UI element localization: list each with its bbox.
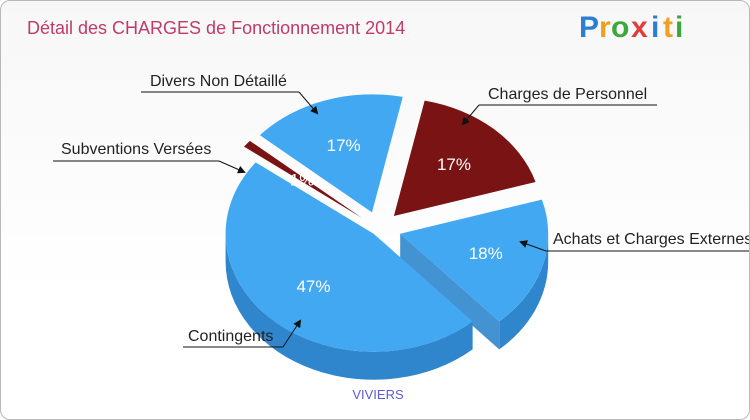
- callout-text-4: Divers Non Détaillé: [150, 73, 287, 90]
- logo-letter-6: i: [675, 11, 683, 44]
- percent-label-0: 17%: [437, 155, 471, 174]
- percent-label-1: 18%: [469, 244, 503, 263]
- callout-2: Contingents: [183, 319, 302, 348]
- callout-leader-2: [282, 319, 302, 348]
- slice-side-1-0: [499, 233, 549, 350]
- logo-letter-4: i: [651, 11, 659, 44]
- chart-title: Détail des CHARGES de Fonctionnement 201…: [27, 18, 405, 38]
- logo-letter-2: o: [611, 11, 629, 44]
- slice-charges-de-personnel: [393, 100, 536, 217]
- callout-leader-3: [218, 160, 246, 174]
- slice-contingents: [225, 162, 473, 352]
- percent-label-4: 17%: [327, 136, 361, 155]
- callout-3: Subventions Versées: [53, 141, 246, 174]
- callout-leader-4: [298, 91, 319, 115]
- percent-label-3: 1%: [290, 170, 315, 189]
- slice-divers-non-d-taill-: [259, 94, 403, 213]
- slice-achats-et-charges-externes: [400, 199, 549, 322]
- callout-text-3: Subventions Versées: [61, 141, 211, 158]
- slice-side-2-0: [225, 233, 473, 380]
- callout-labels: Charges de Personnel Achats et Charges Ex…: [53, 73, 749, 348]
- percent-label-2: 47%: [296, 277, 330, 296]
- callout-leader-0: [461, 104, 480, 126]
- logo-letter-5: t: [663, 11, 673, 44]
- slice-subventions-vers-es: [244, 140, 362, 218]
- callout-0: Charges de Personnel: [461, 86, 657, 126]
- callout-text-2: Contingents: [188, 328, 273, 345]
- callout-1: Achats et Charges Externes: [519, 231, 749, 252]
- callout-text-1: Achats et Charges Externes: [553, 231, 749, 248]
- commune-name: VIVIERS: [352, 387, 404, 402]
- logo-letter-0: P: [579, 11, 599, 44]
- logo-letter-3: x: [631, 11, 648, 44]
- callout-4: Divers Non Détaillé: [141, 73, 319, 115]
- callout-leader-1: [519, 240, 547, 252]
- pie-slices: [225, 94, 549, 352]
- callout-text-0: Charges de Personnel: [488, 86, 647, 103]
- logo-letter-1: r: [599, 11, 611, 44]
- pie-depth: [225, 233, 549, 380]
- percent-labels: 17% 18% 47% 1% 17%: [290, 136, 503, 296]
- slice-face-1: [400, 233, 500, 350]
